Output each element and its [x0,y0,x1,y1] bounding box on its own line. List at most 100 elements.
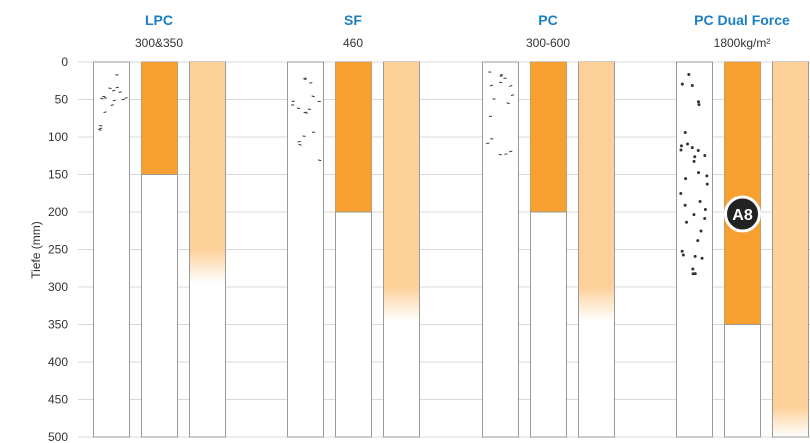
texture-dot [697,171,701,175]
texture-dot [700,256,704,260]
texture-dot [681,253,685,257]
texture-dot [703,154,707,158]
texture-dot [696,149,700,153]
texture-dot [690,84,694,88]
texture-dot [683,203,687,207]
groups-layer: LPC 300&350 SF 460 PC 300-600 PC Dual Force 180… [93,12,809,438]
group-title: PC [538,12,557,28]
group-lpc: LPC 300&350 [93,12,226,438]
column-outline [676,61,713,438]
texture-dot [691,267,695,271]
texture-dot [703,207,707,211]
column-outline [482,61,519,438]
y-tick-label: 50 [55,93,69,107]
badge-label: A8 [732,207,753,224]
texture-column [291,77,322,162]
texture-mark [317,159,322,162]
texture-dot [679,192,683,196]
group-sf: SF 460 [287,12,420,438]
texture-mark [100,97,104,100]
texture-mark [112,99,116,102]
texture-mark [103,111,107,113]
texture-dot [696,239,700,243]
texture-mark [303,78,307,81]
badge-circle [724,195,761,233]
texture-dot [698,200,702,204]
texture-dot [705,182,709,186]
texture-dot [693,155,697,159]
light-bar [773,62,808,437]
texture-column [486,71,515,156]
texture-dot [679,144,683,148]
texture-dot [690,146,694,150]
group-subtitle: 300&350 [135,36,183,50]
texture-mark [108,87,112,90]
texture-dot [703,217,707,221]
texture-dot [685,220,689,224]
texture-dot [705,174,709,178]
texture-mark [115,86,119,89]
texture-dot [696,100,700,104]
y-axis: 0 50 100 150 200 250 300 350 400 450 500 [48,55,92,443]
y-tick-label: 100 [48,130,68,144]
badge: A8 [724,195,761,233]
texture-dot [686,142,690,146]
texture-mark [121,98,125,101]
texture-mark [492,98,496,100]
y-tick-label: 350 [48,318,68,332]
texture-mark [509,84,513,87]
group-subtitle: 460 [343,36,363,50]
group-subtitle: 300-600 [526,36,570,50]
texture-mark [124,97,128,99]
texture-dot [683,131,687,135]
texture-mark [309,82,313,84]
column-outline [93,61,130,438]
texture-dot [680,249,684,253]
y-tick-label: 250 [48,243,68,257]
y-tick-label: 400 [48,355,68,369]
y-tick-label: 300 [48,280,68,294]
texture-mark [110,104,114,106]
texture-mark [509,150,513,153]
texture-dot [680,82,684,86]
group-pc: PC 300-600 [482,12,615,438]
texture-dot [692,159,696,163]
y-tick-label: 150 [48,168,68,182]
texture-dot [693,272,697,276]
texture-dot [699,229,703,233]
texture-dot [693,254,697,258]
y-tick-label: 0 [61,55,68,69]
light-bar [384,62,419,321]
group-subtitle: 1800kg/m² [714,36,771,50]
group-title: SF [344,12,362,28]
solid-bar [141,62,178,175]
texture-mark [311,95,315,98]
texture-mark [99,127,103,130]
texture-column [679,72,709,276]
texture-mark [510,94,515,97]
solid-bar [724,62,761,325]
texture-mark [504,153,508,155]
light-bar [579,62,614,321]
texture-dot [697,103,701,107]
group-pc-dual-force: PC Dual Force 1800kg/m² A8 [676,12,809,438]
light-bar [190,62,225,284]
solid-bar [335,62,372,212]
texture-dot [679,148,683,152]
texture-dot [691,272,695,276]
y-axis-label: Tiefe (mm) [29,221,43,279]
texture-mark [112,89,116,92]
solid-bar [530,62,567,212]
texture-mark [307,108,311,110]
y-tick-label: 450 [48,393,68,407]
texture-mark [489,84,493,87]
texture-mark [499,81,503,84]
group-title: PC Dual Force [694,12,790,28]
texture-dot [687,72,691,76]
texture-dot [692,213,696,217]
texture-mark [98,128,102,131]
texture-mark [297,140,301,143]
y-tick-label: 500 [48,430,68,443]
y-tick-label: 200 [48,205,68,219]
